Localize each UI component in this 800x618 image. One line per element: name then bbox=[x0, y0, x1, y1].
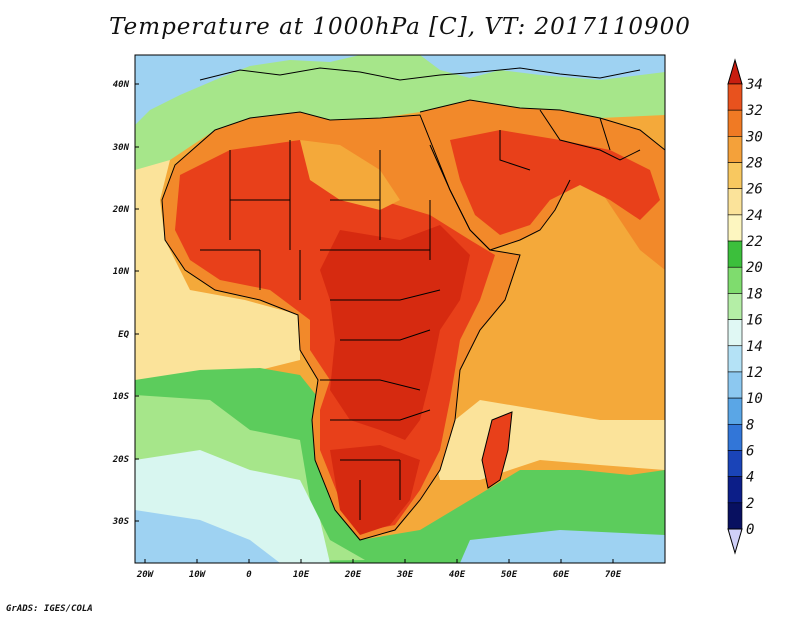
colorbar-segment bbox=[727, 371, 743, 399]
latitude-tick-label: 40N bbox=[113, 80, 130, 90]
longitude-tick-label: 20W bbox=[136, 570, 155, 580]
latitude-tick-label: 20N bbox=[112, 205, 130, 215]
colorbar-segment bbox=[727, 83, 743, 111]
latitude-tick-label: 30S bbox=[112, 517, 130, 527]
colorbar-segment bbox=[727, 109, 743, 137]
colorbar-label: 30 bbox=[745, 129, 763, 145]
colorbar-label: 34 bbox=[745, 77, 763, 93]
colorbar-bottom-arrow bbox=[727, 528, 743, 555]
latitude-tick-label: 10S bbox=[113, 392, 130, 402]
latitude-tick-label: 20S bbox=[112, 455, 130, 465]
colorbar-segment bbox=[727, 162, 743, 190]
colorbar-label: 6 bbox=[746, 443, 754, 459]
colorbar-segment bbox=[727, 476, 743, 504]
colorbar-segment bbox=[727, 188, 743, 216]
longitude-tick-label: 50E bbox=[501, 570, 518, 580]
map-frame bbox=[134, 54, 666, 564]
south-blue-region bbox=[135, 510, 280, 563]
colorbar-segment bbox=[727, 397, 743, 425]
country-borders bbox=[161, 67, 665, 541]
colorbar-segment bbox=[727, 136, 743, 163]
colorbar-label: 26 bbox=[746, 182, 763, 198]
africa-very-hot-region bbox=[320, 225, 470, 440]
southern-africa-hot-region bbox=[330, 445, 420, 535]
colorbar-segment bbox=[727, 240, 743, 268]
colorbar-label: 32 bbox=[745, 103, 763, 119]
north-cold-region bbox=[135, 55, 360, 125]
longitude-tick-label: 20E bbox=[344, 570, 362, 580]
colorbar-segment bbox=[727, 266, 743, 294]
sahara-mild-region bbox=[300, 140, 400, 210]
colorbar-segment bbox=[727, 450, 743, 477]
colorbar-segment bbox=[727, 345, 743, 373]
latitude-tick-label: EQ bbox=[118, 330, 129, 340]
colorbar-label: 10 bbox=[746, 391, 763, 407]
latitude-ticks: 40N 30N 20N 10N EQ 10S 20S 30S bbox=[112, 80, 139, 527]
colorbar-label: 0 bbox=[746, 522, 754, 538]
colorbar-label: 24 bbox=[746, 208, 763, 224]
colorbar-label: 12 bbox=[746, 365, 763, 381]
north-cool-region bbox=[135, 55, 665, 175]
colorbar-segment bbox=[727, 293, 743, 320]
longitude-tick-label: 10E bbox=[293, 570, 310, 580]
colorbar-top-arrow bbox=[727, 58, 743, 85]
longitude-tick-label: 10W bbox=[189, 570, 207, 580]
arabia-hot-region bbox=[450, 130, 660, 235]
longitude-tick-label: 30E bbox=[396, 570, 414, 580]
colorbar-segment bbox=[727, 502, 743, 530]
atlantic-mild-region bbox=[135, 160, 300, 390]
colorbar-label: 20 bbox=[746, 260, 763, 276]
latitude-tick-label: 10N bbox=[113, 267, 130, 277]
colorbar-label: 28 bbox=[746, 156, 763, 172]
south-blue-region-east bbox=[460, 530, 665, 563]
colorbar-label: 18 bbox=[746, 286, 763, 302]
colorbar-segment bbox=[727, 214, 743, 242]
colorbar-segment bbox=[727, 319, 743, 347]
colorbar-label: 8 bbox=[746, 417, 754, 433]
longitude-tick-label: 70E bbox=[605, 570, 622, 580]
longitude-tick-label: 60E bbox=[553, 570, 570, 580]
colorbar-label: 22 bbox=[746, 234, 763, 250]
longitude-tick-label: 0 bbox=[246, 570, 252, 580]
colorbar-label: 4 bbox=[746, 470, 754, 486]
colorbar-label: 16 bbox=[746, 313, 763, 329]
longitude-ticks: 20W 10W 0 10E 20E 30E 40E 50E 60E 70E bbox=[136, 559, 622, 580]
colorbar-segment bbox=[727, 423, 743, 451]
colorbar-label: 2 bbox=[746, 496, 754, 512]
colorbar-label: 14 bbox=[746, 339, 763, 355]
latitude-tick-label: 30N bbox=[112, 143, 130, 153]
chart-title: Temperature at 1000hPa [C], VT: 20171109… bbox=[109, 14, 691, 40]
north-cold-region-east bbox=[420, 55, 665, 80]
map-field bbox=[135, 55, 665, 563]
longitude-tick-label: 40E bbox=[449, 570, 466, 580]
credit-label: GrADS: IGES/COLA bbox=[6, 604, 93, 614]
